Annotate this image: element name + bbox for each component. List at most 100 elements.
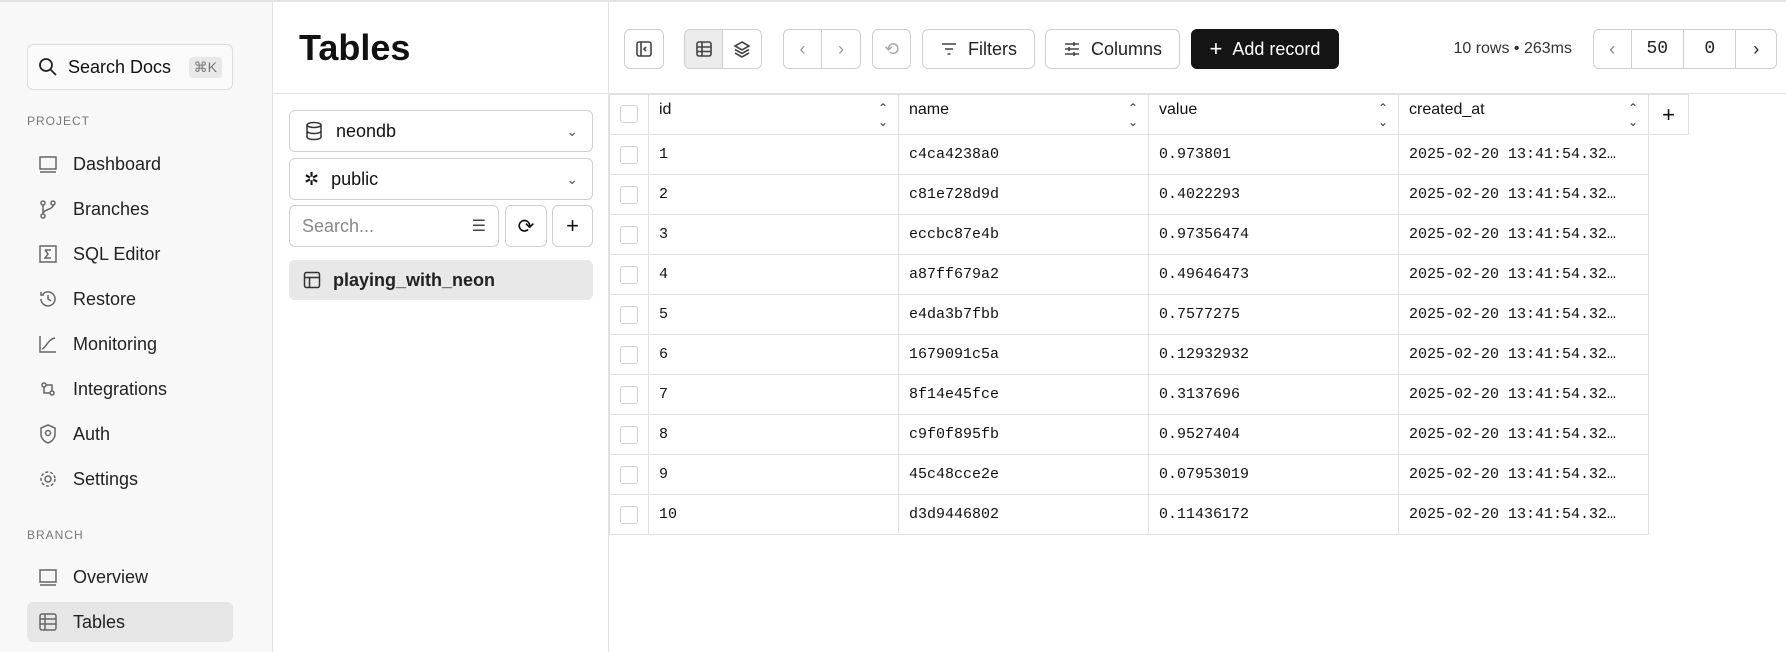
select-all-cell[interactable] (609, 94, 649, 135)
sidebar-item-monitoring[interactable]: Monitoring (27, 324, 233, 364)
limit-input[interactable]: 50 (1632, 30, 1685, 68)
add-column-button[interactable]: + (1648, 94, 1689, 135)
cell-id[interactable]: 9 (648, 454, 899, 495)
pagination[interactable]: ‹ 50 0 › (1593, 29, 1777, 69)
cell-value[interactable]: 0.3137696 (1148, 374, 1399, 415)
cell-value[interactable]: 0.11436172 (1148, 494, 1399, 535)
sidebar-item-integrations[interactable]: Integrations (27, 369, 233, 409)
row-checkbox[interactable] (620, 225, 638, 244)
table-row[interactable]: 4 a87ff679a2 0.49646473 2025-02-20 13:41:54… (609, 254, 1689, 295)
cell-name[interactable]: c4ca4238a0 (898, 134, 1149, 175)
cell-id[interactable]: 3 (648, 214, 899, 255)
cell-created_at[interactable]: 2025-02-20 13:41:54.32… (1398, 454, 1649, 495)
column-header-name[interactable]: name ⌃ ⌄ (898, 94, 1149, 135)
cell-value[interactable]: 0.97356474 (1148, 214, 1399, 255)
cell-value[interactable]: 0.12932932 (1148, 334, 1399, 375)
cell-created_at[interactable]: 2025-02-20 13:41:54.32… (1398, 174, 1649, 215)
cell-name[interactable]: e4da3b7fbb (898, 294, 1149, 335)
cell-value[interactable]: 0.07953019 (1148, 454, 1399, 495)
next-page-button[interactable]: › (1736, 30, 1776, 68)
forward-button[interactable]: › (822, 30, 860, 68)
add-table-button[interactable]: + (552, 205, 593, 247)
cell-created_at[interactable]: 2025-02-20 13:41:54.32… (1398, 254, 1649, 295)
cell-id[interactable]: 2 (648, 174, 899, 215)
row-checkbox[interactable] (620, 465, 638, 484)
cell-created_at[interactable]: 2025-02-20 13:41:54.32… (1398, 334, 1649, 375)
row-checkbox[interactable] (620, 505, 638, 524)
sidebar-item-branches[interactable]: Branches (27, 189, 233, 229)
cell-name[interactable]: 8f14e45fce (898, 374, 1149, 415)
row-checkbox[interactable] (620, 185, 638, 204)
row-select-cell[interactable] (609, 294, 649, 335)
cell-name[interactable]: a87ff679a2 (898, 254, 1149, 295)
cell-created_at[interactable]: 2025-02-20 13:41:54.32… (1398, 134, 1649, 175)
table-row[interactable]: 6 1679091c5a 0.12932932 2025-02-20 13:41:54… (609, 334, 1689, 375)
schema-select[interactable]: ✲ public ⌄ (289, 158, 593, 200)
sidebar-item-tables[interactable]: Tables (27, 602, 233, 642)
table-search-input[interactable]: Search... ☰ (289, 205, 499, 247)
row-checkbox[interactable] (620, 345, 638, 364)
cell-value[interactable]: 0.9527404 (1148, 414, 1399, 455)
column-header-created_at[interactable]: created_at ⌃ ⌄ (1398, 94, 1649, 135)
cell-id[interactable]: 5 (648, 294, 899, 335)
sidebar-item-sql-editor[interactable]: SQL Editor (27, 234, 233, 274)
back-button[interactable]: ‹ (784, 30, 823, 68)
cell-name[interactable]: eccbc87e4b (898, 214, 1149, 255)
table-row[interactable]: 2 c81e728d9d 0.4022293 2025-02-20 13:41:54.… (609, 174, 1689, 215)
row-select-cell[interactable] (609, 414, 649, 455)
schema-view-button[interactable] (723, 30, 761, 68)
cell-created_at[interactable]: 2025-02-20 13:41:54.32… (1398, 494, 1649, 535)
grid-view-button[interactable] (685, 30, 724, 68)
cell-name[interactable]: 1679091c5a (898, 334, 1149, 375)
refresh-button[interactable]: ⟳ (505, 205, 547, 247)
cell-created_at[interactable]: 2025-02-20 13:41:54.32… (1398, 294, 1649, 335)
table-row[interactable]: 9 45c48cce2e 0.07953019 2025-02-20 13:41:54… (609, 454, 1689, 495)
cell-created_at[interactable]: 2025-02-20 13:41:54.32… (1398, 374, 1649, 415)
cell-value[interactable]: 0.973801 (1148, 134, 1399, 175)
cell-id[interactable]: 6 (648, 334, 899, 375)
cell-name[interactable]: c9f0f895fb (898, 414, 1149, 455)
table-row[interactable]: 5 e4da3b7fbb 0.7577275 2025-02-20 13:41:54.… (609, 294, 1689, 335)
cell-value[interactable]: 0.4022293 (1148, 174, 1399, 215)
search-docs-button[interactable]: Search Docs ⌘K (27, 44, 233, 90)
select-all-checkbox[interactable] (620, 105, 638, 124)
columns-button[interactable]: Columns (1045, 29, 1180, 69)
cell-name[interactable]: c81e728d9d (898, 174, 1149, 215)
cell-name[interactable]: 45c48cce2e (898, 454, 1149, 495)
row-checkbox[interactable] (620, 265, 638, 284)
cell-created_at[interactable]: 2025-02-20 13:41:54.32… (1398, 414, 1649, 455)
sidebar-item-restore[interactable]: Restore (27, 279, 233, 319)
sidebar-item-overview[interactable]: Overview (27, 557, 233, 597)
toggle-sidebar-button[interactable] (624, 29, 664, 69)
row-select-cell[interactable] (609, 254, 649, 295)
sort-icon[interactable]: ⌃ ⌄ (877, 100, 888, 129)
row-select-cell[interactable] (609, 334, 649, 375)
table-row[interactable]: 1 c4ca4238a0 0.973801 2025-02-20 13:41:54.3… (609, 134, 1689, 175)
row-checkbox[interactable] (620, 425, 638, 444)
cell-name[interactable]: d3d9446802 (898, 494, 1149, 535)
cell-id[interactable]: 8 (648, 414, 899, 455)
history-button[interactable]: ⟲ (872, 29, 911, 69)
sidebar-item-dashboard[interactable]: Dashboard (27, 144, 233, 184)
sort-icon[interactable]: ⌃ ⌄ (1627, 100, 1638, 129)
database-select[interactable]: neondb ⌄ (289, 110, 593, 152)
row-select-cell[interactable] (609, 454, 649, 495)
table-row[interactable]: 7 8f14e45fce 0.3137696 2025-02-20 13:41:54.… (609, 374, 1689, 415)
add-record-button[interactable]: + Add record (1191, 29, 1339, 69)
offset-input[interactable]: 0 (1684, 30, 1737, 68)
sort-icon[interactable]: ⌃ ⌄ (1127, 100, 1138, 129)
sidebar-item-settings[interactable]: Settings (27, 459, 233, 499)
cell-value[interactable]: 0.49646473 (1148, 254, 1399, 295)
row-checkbox[interactable] (620, 305, 638, 324)
cell-created_at[interactable]: 2025-02-20 13:41:54.32… (1398, 214, 1649, 255)
view-toggle[interactable] (684, 29, 762, 69)
column-header-id[interactable]: id ⌃ ⌄ (648, 94, 899, 135)
table-row[interactable]: 8 c9f0f895fb 0.9527404 2025-02-20 13:41:54.… (609, 414, 1689, 455)
filter-icon[interactable]: ☰ (471, 218, 486, 235)
prev-page-button[interactable]: ‹ (1594, 30, 1632, 68)
filters-button[interactable]: Filters (922, 29, 1035, 69)
row-select-cell[interactable] (609, 174, 649, 215)
row-checkbox[interactable] (620, 385, 638, 404)
sort-icon[interactable]: ⌃ ⌄ (1377, 100, 1388, 129)
row-select-cell[interactable] (609, 494, 649, 535)
